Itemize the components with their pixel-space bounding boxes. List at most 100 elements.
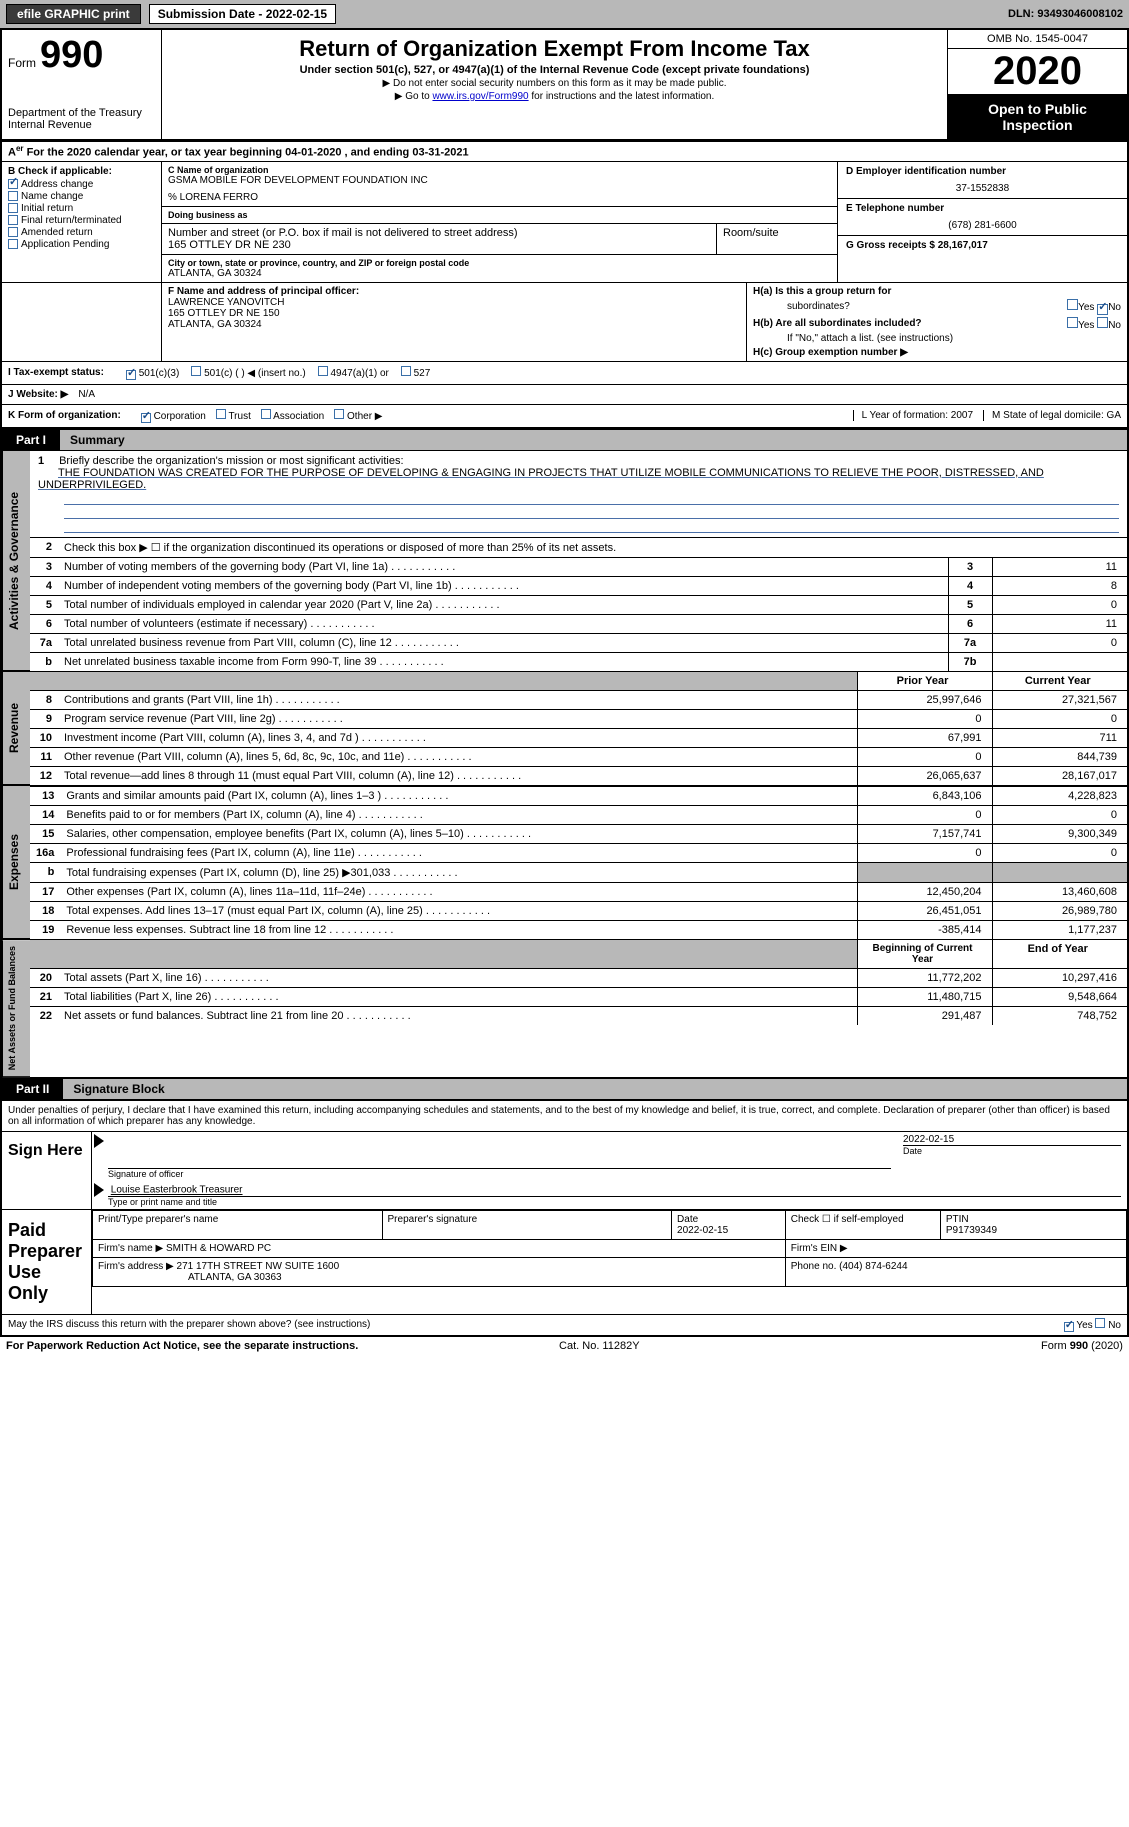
table-row: 5Total number of individuals employed in… [30,595,1127,614]
officer-label: F Name and address of principal officer: [168,286,359,297]
checkbox[interactable] [8,215,18,225]
org-form-option: Trust [228,411,250,422]
omb-number: OMB No. 1545-0047 [948,30,1127,49]
part2-header: Part II Signature Block [0,1079,1129,1100]
line1-number: 1 [38,455,56,467]
expenses-section: Expenses 13Grants and similar amounts pa… [0,785,1129,939]
sign-here-label: Sign Here [2,1132,92,1209]
part2-title: Signature Block [63,1079,1127,1099]
tax-status-checkbox[interactable] [126,370,136,380]
checkbox-label: Final return/terminated [21,215,122,226]
form-header: Form 990 Department of the Treasury Inte… [0,28,1129,142]
sign-here-row: Sign Here Signature of officer 2022-02-1… [2,1131,1127,1209]
prior-year-header: Prior Year [857,672,992,691]
table-row: 14Benefits paid to or for members (Part … [30,805,1127,824]
table-row: 13Grants and similar amounts paid (Part … [30,786,1127,805]
efile-print-button[interactable]: efile GRAPHIC print [6,4,141,24]
form-subtitle: Under section 501(c), 527, or 4947(a)(1)… [168,64,941,76]
hb-yes-checkbox[interactable] [1067,317,1078,328]
footer-cat: Cat. No. 11282Y [559,1340,640,1352]
col-f-spacer [2,283,162,361]
checkbox[interactable] [8,191,18,201]
org-form-checkbox[interactable] [334,409,344,419]
part2-tab: Part II [2,1079,63,1099]
org-form-checkbox[interactable] [261,409,271,419]
firm-name-cell: Firm's name ▶ SMITH & HOWARD PC [93,1239,786,1257]
tax-status-checkbox[interactable] [318,366,328,376]
net-content: Beginning of Current Year End of Year 20… [30,940,1127,1077]
sidetab-net-assets: Net Assets or Fund Balances [2,940,30,1077]
discuss-yes-checkbox[interactable] [1064,1322,1074,1332]
form990-link[interactable]: www.irs.gov/Form990 [432,91,528,102]
table-row: 21Total liabilities (Part X, line 26)11,… [30,987,1127,1006]
paid-preparer-fields: Print/Type preparer's name Preparer's si… [92,1210,1127,1314]
website-value: N/A [78,389,95,400]
table-row: 20Total assets (Part X, line 16)11,772,2… [30,968,1127,987]
checkbox[interactable] [8,239,18,249]
net-header-row: Beginning of Current Year End of Year [30,940,1127,969]
revenue-table: Prior Year Current Year 8Contributions a… [30,672,1127,785]
gross-receipts: G Gross receipts $ 28,167,017 [838,236,1127,255]
ha-sub: subordinates? [753,301,850,312]
org-form-checkbox[interactable] [141,413,151,423]
tax-year: 2020 [948,49,1127,95]
tax-status-checkbox[interactable] [191,366,201,376]
hb-note: If "No," attach a list. (see instruction… [753,333,1121,344]
dba-row: Doing business as [162,207,837,224]
state-domicile: M State of legal domicile: GA [983,410,1121,421]
table-row: 16aProfessional fundraising fees (Part I… [30,843,1127,862]
form-990: 990 [40,34,103,77]
ha-no-checkbox[interactable] [1097,304,1108,315]
street-cell: Number and street (or P.O. box if mail i… [162,224,717,254]
ha-label: H(a) Is this a group return for [753,286,891,297]
hb-no-checkbox[interactable] [1097,317,1108,328]
org-name-label: C Name of organization [168,165,831,175]
hb-label: H(b) Are all subordinates included? [753,318,922,329]
section-b-to-g: B Check if applicable: Address changeNam… [0,162,1129,283]
officer-addr2: ATLANTA, GA 30324 [168,319,262,330]
firm-ein-cell: Firm's EIN ▶ [785,1239,1126,1257]
checkbox[interactable] [8,203,18,213]
ptin-value: P91739349 [946,1225,997,1236]
street-label: Number and street (or P.O. box if mail i… [168,227,710,239]
box-b-checklist: B Check if applicable: Address changeNam… [2,162,162,282]
submission-date: Submission Date - 2022-02-15 [149,4,336,24]
table-row: 19Revenue less expenses. Subtract line 1… [30,920,1127,939]
room-label: Room/suite [723,227,831,239]
triangle-icon [94,1134,104,1148]
discuss-yesno: Yes No [1064,1318,1121,1332]
discuss-no-checkbox[interactable] [1095,1318,1105,1328]
ha-yes-checkbox[interactable] [1067,299,1078,310]
room-cell: Room/suite [717,224,837,254]
table-row: bTotal fundraising expenses (Part IX, co… [30,862,1127,882]
table-row: 15Salaries, other compensation, employee… [30,824,1127,843]
ssn-warning: Do not enter social security numbers on … [168,78,941,89]
revenue-section: Revenue Prior Year Current Year 8Contrib… [0,671,1129,785]
checkbox[interactable] [8,227,18,237]
header-title-block: Return of Organization Exempt From Incom… [162,30,947,139]
yes-label-3: Yes [1076,1320,1092,1331]
checkbox-label: Application Pending [21,239,109,250]
tax-status-option: 4947(a)(1) or [330,368,388,379]
street-address: 165 OTTLEY DR NE 230 [168,239,710,251]
org-form-option: Other ▶ [347,411,382,422]
city-state-zip: ATLANTA, GA 30324 [168,268,831,279]
preparer-date: Date 2022-02-15 [672,1210,786,1239]
org-form-option: Association [273,411,324,422]
expenses-table: 13Grants and similar amounts paid (Part … [30,786,1127,939]
discuss-text: May the IRS discuss this return with the… [8,1319,370,1330]
phone-label: E Telephone number [846,203,1119,214]
paid-preparer-row: Paid Preparer Use Only Print/Type prepar… [2,1209,1127,1314]
sidetab-expenses: Expenses [2,786,30,939]
tax-status-checkbox[interactable] [401,366,411,376]
triangle-icon [94,1183,104,1197]
sidetab-revenue: Revenue [2,672,30,785]
ein-value: 37-1552838 [846,183,1119,194]
box-b-option: Final return/terminated [8,215,155,226]
box-d-e-g: D Employer identification number 37-1552… [837,162,1127,282]
checkbox[interactable] [8,179,18,189]
sig-date-cell: 2022-02-15 Date [897,1132,1127,1181]
org-form-checkbox[interactable] [216,409,226,419]
firm-address: 271 17TH STREET NW SUITE 1600 [177,1261,340,1272]
table-row: 10Investment income (Part VIII, column (… [30,728,1127,747]
